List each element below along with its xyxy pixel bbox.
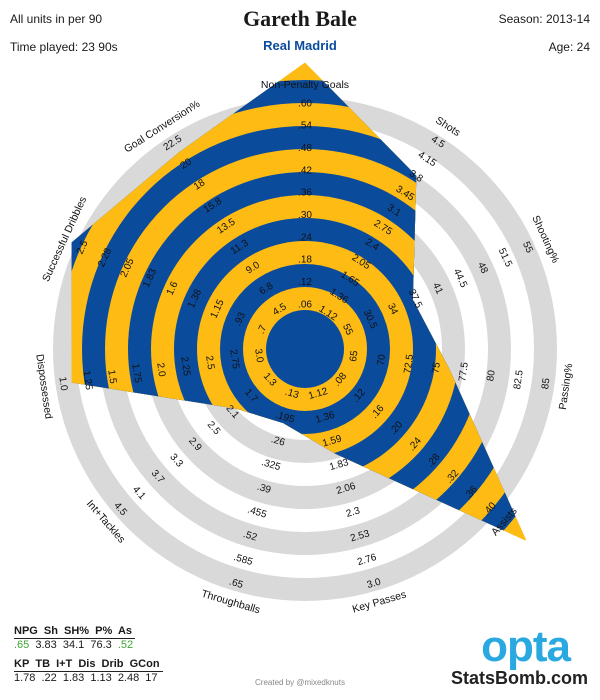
header-it: I+T — [56, 658, 73, 670]
tick-label: .30 — [298, 210, 312, 221]
team-name: Real Madrid — [263, 38, 337, 53]
value-as: .52 — [117, 639, 134, 651]
stats-value-row-1: .65 3.83 34.1 76.3 .52 — [14, 639, 136, 652]
tick-label: .18 — [298, 255, 312, 266]
tick-label: 48 — [475, 261, 490, 276]
tick-label: 55 — [520, 240, 535, 255]
tick-label: 2.25 — [178, 356, 192, 377]
tick-label: .24 — [298, 232, 312, 243]
tick-label: 34 — [385, 302, 400, 317]
tick-label: .93 — [232, 310, 248, 328]
stats-table-1: NPG Sh SH% P% As .65 3.83 34.1 76.3 .52 — [14, 625, 136, 652]
value-shpct: 34.1 — [62, 639, 85, 651]
opta-logo: opta — [481, 622, 571, 671]
tick-label: .54 — [298, 121, 312, 132]
tick-label: 1.83 — [328, 457, 350, 473]
tick-label: 2.5 — [203, 355, 216, 371]
tick-label: 1.12 — [307, 386, 329, 402]
stats-table-2: KP TB I+T Dis Drib GCon 1.78 .22 1.83 1.… — [14, 658, 163, 685]
tick-label: 75 — [430, 361, 443, 374]
tick-label: .195 — [274, 410, 296, 426]
ring-center — [283, 327, 327, 371]
stats-header-row-2: KP TB I+T Dis Drib GCon — [14, 658, 163, 672]
tick-label: 41 — [430, 281, 445, 296]
tick-label: .48 — [298, 143, 312, 154]
tick-label: 3.0 — [366, 576, 383, 591]
tick-label: 80 — [485, 369, 498, 382]
tick-label: .42 — [298, 165, 312, 176]
tick-label: 65 — [348, 349, 361, 362]
header-tb: TB — [35, 658, 51, 670]
value-gcon: 17 — [145, 672, 158, 684]
tick-label: .325 — [260, 457, 282, 473]
tick-label: 72.5 — [402, 353, 416, 374]
value-drib: 2.48 — [117, 672, 140, 684]
value-ppct: 76.3 — [90, 639, 112, 651]
tick-label: 1.5 — [105, 369, 118, 385]
metric-label: Passing% — [557, 363, 576, 411]
tick-label: 2.0 — [154, 362, 167, 378]
statsbomb-logo: StatsBomb.com — [450, 668, 588, 688]
value-tb: .22 — [41, 672, 57, 684]
tick-label: 2.3 — [345, 505, 362, 520]
tick-label: .60 — [298, 98, 312, 109]
tick-label: 2.76 — [356, 552, 378, 568]
tick-label: .455 — [246, 505, 268, 521]
header-shpct: SH% — [64, 625, 90, 637]
credit-text: Created by @mixedknuts — [255, 678, 345, 687]
tick-label: 70 — [376, 353, 389, 366]
tick-label: .12 — [298, 277, 312, 288]
player-name: Gareth Bale — [243, 6, 357, 31]
value-npg: .65 — [14, 639, 30, 651]
header-ppct: P% — [95, 625, 113, 637]
tick-label: 3.0 — [252, 348, 265, 364]
tick-label: .585 — [232, 552, 254, 568]
value-dis: 1.13 — [90, 672, 112, 684]
units-note: All units in per 90 — [10, 12, 103, 26]
tick-label: .52 — [242, 529, 259, 544]
tick-label: 2.06 — [335, 481, 357, 497]
tick-label: 1.0 — [56, 376, 69, 392]
tick-label: 82.5 — [512, 369, 526, 390]
tick-label: 77.5 — [457, 361, 471, 382]
value-it: 1.83 — [62, 672, 85, 684]
metric-label: Non-Penalty Goals — [261, 79, 349, 91]
header-kp: KP — [14, 658, 30, 670]
metric-label: Dispossessed — [33, 353, 54, 420]
value-kp: 1.78 — [14, 672, 36, 684]
header-drib: Drib — [101, 658, 124, 670]
tick-label: .65 — [228, 577, 245, 592]
tick-label: 85 — [540, 377, 553, 390]
tick-label: 2.5 — [75, 238, 91, 256]
tick-label: .26 — [270, 434, 287, 449]
tick-label: 1.25 — [80, 370, 94, 391]
tick-label: .39 — [256, 482, 273, 497]
header-gcon: GCon — [129, 658, 160, 670]
value-sh: 3.83 — [35, 639, 57, 651]
tick-label: 1.75 — [129, 363, 143, 384]
tick-label: .06 — [298, 299, 312, 310]
header-sh: Sh — [43, 625, 58, 637]
tick-label: 2.53 — [349, 528, 371, 544]
tick-label: 1.6 — [165, 280, 181, 298]
season: Season: 2013-14 — [498, 12, 590, 26]
stats-header-row-1: NPG Sh SH% P% As — [14, 625, 135, 639]
header-npg: NPG — [14, 625, 38, 637]
header-dis: Dis — [78, 658, 96, 670]
tick-label: 2.75 — [227, 349, 241, 370]
header-as: As — [117, 625, 132, 637]
age: Age: 24 — [548, 40, 590, 54]
tick-label: .13 — [284, 387, 301, 402]
tick-label: 1.36 — [314, 410, 336, 426]
stats-value-row-2: 1.78 .22 1.83 1.13 2.48 17 — [14, 672, 163, 685]
tick-label: .36 — [298, 188, 312, 199]
time-played: Time played: 23 90s — [10, 40, 118, 54]
tick-label: 55 — [340, 322, 355, 337]
tick-label: 1.59 — [321, 433, 343, 449]
